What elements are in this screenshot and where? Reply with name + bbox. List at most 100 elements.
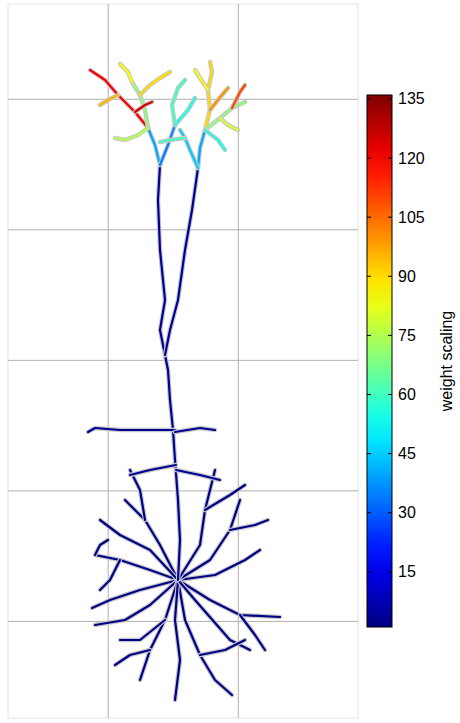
basal-dendrite xyxy=(178,550,260,580)
tuft-dendrite-outline xyxy=(195,70,208,90)
grid-line xyxy=(8,621,358,622)
basal-dendrite xyxy=(240,615,265,650)
neuron xyxy=(88,62,280,700)
basal-dendrite-outline xyxy=(140,580,178,680)
apical-trunk-outline xyxy=(88,428,175,432)
tuft-dendrite-outline xyxy=(160,138,185,142)
tuft-dendrite-outline xyxy=(100,95,118,105)
apical-trunk-outline xyxy=(165,168,198,355)
colorbar-tick xyxy=(388,217,392,218)
basal-dendrite-outline xyxy=(100,560,120,590)
colorbar-tick xyxy=(388,98,392,99)
basal-dendrite-outline xyxy=(175,580,180,700)
colorbar-tick xyxy=(388,394,392,395)
basal-dendrite-outline xyxy=(178,470,215,580)
apical-trunk-outline xyxy=(158,165,165,355)
colorbar-tick xyxy=(388,276,392,277)
tuft-dendrite xyxy=(198,130,205,168)
tuft-dendrite-outline xyxy=(148,128,160,165)
basal-dendrite xyxy=(95,540,108,555)
basal-dendrite xyxy=(178,470,215,580)
apical-trunk xyxy=(176,470,220,480)
basal-dendrite xyxy=(140,580,178,680)
tuft-dendrite-outline xyxy=(180,130,198,168)
basal-dendrite xyxy=(100,520,178,580)
tuft-dendrite xyxy=(135,102,152,112)
colorbar-tick xyxy=(367,158,371,159)
tuft-dendrite-outline xyxy=(120,64,132,82)
colorbar-tick xyxy=(367,335,371,336)
colorbar-tick-label: 75 xyxy=(398,327,416,344)
figure: 153045607590105120135weight scaling xyxy=(0,0,460,723)
tuft-dendrite-outline xyxy=(175,98,195,125)
apical-trunk xyxy=(165,168,198,355)
tuft-dendrite xyxy=(160,138,185,142)
tuft-dendrite xyxy=(180,130,198,168)
basal-dendrite-outline xyxy=(240,615,265,650)
colorbar-tick xyxy=(367,217,371,218)
tuft-dendrite xyxy=(120,64,132,82)
basal-dendrite xyxy=(120,620,165,640)
apical-trunk-outline xyxy=(130,465,176,475)
tuft-dendrite-outline xyxy=(232,85,245,108)
tuft-dendrite xyxy=(195,70,208,90)
basal-dendrite-outline xyxy=(100,520,178,580)
colorbar-label: weight scaling xyxy=(438,311,455,413)
grid-line xyxy=(108,4,109,718)
apical-trunk xyxy=(130,465,176,475)
basal-dendrite xyxy=(130,470,145,520)
basal-dendrite-outline xyxy=(205,485,245,510)
basal-dendrite xyxy=(115,650,150,665)
colorbar xyxy=(367,95,392,627)
tuft-dendrite xyxy=(210,88,228,110)
tuft-dendrite xyxy=(100,95,118,105)
colorbar-tick xyxy=(367,98,371,99)
tuft-dendrite xyxy=(140,72,170,95)
tuft-dendrite xyxy=(220,118,238,130)
basal-dendrite-outline xyxy=(115,650,150,665)
tuft-dendrite xyxy=(175,98,195,125)
colorbar-tick xyxy=(367,394,371,395)
apical-trunk-outline xyxy=(176,470,220,480)
tuft-dendrite-outline xyxy=(210,88,228,110)
tuft-dendrite xyxy=(205,130,225,150)
colorbar-tick-label: 120 xyxy=(398,150,425,167)
basal-dendrite-outline xyxy=(230,520,268,530)
colorbar-tick-label: 30 xyxy=(398,504,416,521)
plot-frame xyxy=(8,4,358,718)
basal-dendrite-outline xyxy=(130,470,145,520)
apical-trunk xyxy=(175,428,215,432)
grid-line xyxy=(8,490,358,491)
grid-line xyxy=(238,4,239,718)
basal-dendrite xyxy=(100,560,120,590)
colorbar-tick xyxy=(367,571,371,572)
grid-line xyxy=(8,99,358,100)
basal-dendrite-outline xyxy=(120,620,165,640)
basal-dendrite-outline xyxy=(200,640,245,655)
tuft-dendrite-outline xyxy=(205,62,212,130)
basal-dendrite-outline xyxy=(95,540,108,555)
colorbar-tick xyxy=(388,512,392,513)
colorbar-tick-label: 15 xyxy=(398,563,416,580)
basal-dendrite-outline xyxy=(178,550,260,580)
tuft-dendrite-outline xyxy=(115,128,148,140)
tuft-dendrite-outline xyxy=(198,130,205,168)
tuft-dendrite xyxy=(115,128,148,140)
colorbar-tick xyxy=(388,335,392,336)
tuft-dendrite xyxy=(232,85,245,108)
tuft-dendrite-outline xyxy=(140,72,170,95)
tuft-dendrite xyxy=(205,62,212,130)
basal-dendrite xyxy=(175,580,180,700)
tuft-dendrite-outline xyxy=(135,102,152,112)
colorbar-tick xyxy=(367,512,371,513)
tuft-dendrite-outline xyxy=(205,130,225,150)
grid-line xyxy=(8,360,358,361)
colorbar-tick xyxy=(388,571,392,572)
apical-trunk xyxy=(158,165,165,355)
colorbar-tick-label: 90 xyxy=(398,268,416,285)
tuft-dendrite xyxy=(90,70,148,128)
apical-trunk-outline xyxy=(175,428,215,432)
colorbar-tick-label: 105 xyxy=(398,209,425,226)
tuft-dendrite xyxy=(148,128,160,165)
basal-dendrite xyxy=(205,485,245,510)
